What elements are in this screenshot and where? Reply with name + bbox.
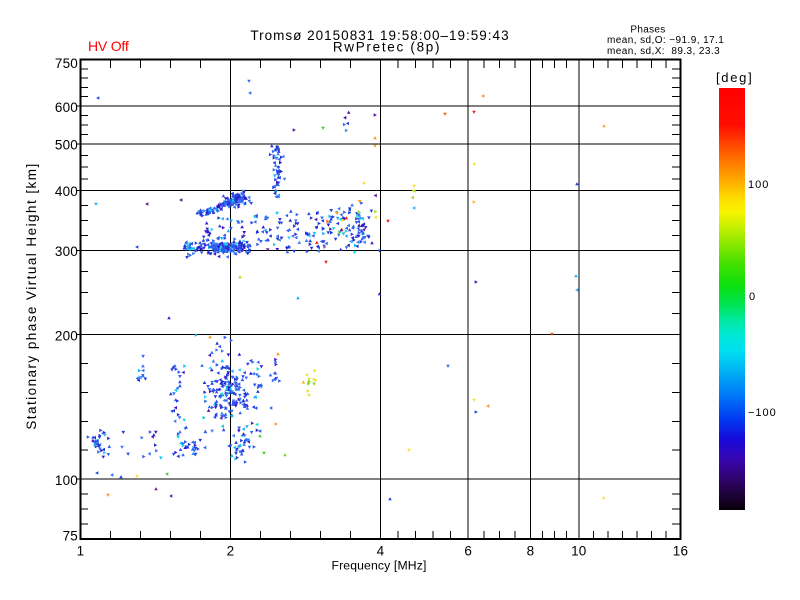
svg-text:100: 100 (748, 179, 769, 191)
svg-text:HV Off: HV Off (88, 38, 129, 54)
svg-text:400: 400 (55, 184, 78, 199)
svg-text:Stationary phase Virtual Heigh: Stationary phase Virtual Height [km] (24, 162, 39, 429)
svg-text:750: 750 (55, 56, 78, 71)
svg-text:500: 500 (55, 138, 78, 153)
svg-text:75: 75 (63, 529, 78, 544)
svg-text:Phases: Phases (630, 25, 665, 36)
svg-text:Tromsø 20150831 19:58:00–19:59: Tromsø 20150831 19:58:00–19:59:43 (250, 28, 509, 43)
svg-text:600: 600 (55, 100, 78, 115)
svg-text:6: 6 (464, 544, 472, 559)
svg-text:−100: −100 (748, 407, 777, 419)
svg-text:4: 4 (377, 544, 385, 559)
svg-text:[deg]: [deg] (716, 70, 753, 85)
svg-text:Frequency [MHz]: Frequency [MHz] (331, 559, 426, 573)
svg-text:0: 0 (749, 291, 756, 303)
svg-text:300: 300 (55, 244, 78, 259)
svg-text:200: 200 (55, 329, 78, 344)
svg-text:RwPretec (8p): RwPretec (8p) (333, 40, 441, 55)
svg-text:1: 1 (77, 544, 85, 559)
svg-text:mean, sd,O: −91.9, 17.1: mean, sd,O: −91.9, 17.1 (607, 35, 724, 46)
svg-text:100: 100 (55, 473, 78, 488)
svg-text:mean, sd,X: 89.3, 23.3: mean, sd,X: 89.3, 23.3 (607, 46, 720, 57)
svg-text:10: 10 (571, 544, 586, 559)
svg-text:16: 16 (673, 544, 688, 559)
svg-text:8: 8 (527, 544, 535, 559)
svg-text:2: 2 (227, 544, 235, 559)
